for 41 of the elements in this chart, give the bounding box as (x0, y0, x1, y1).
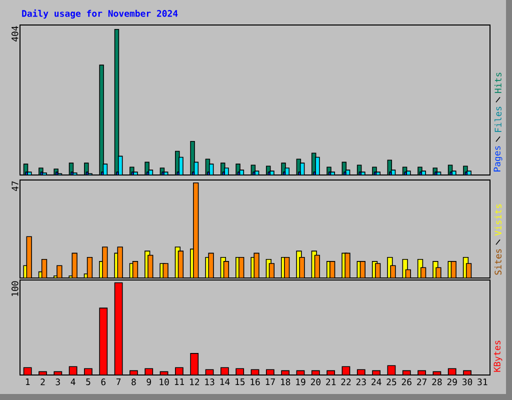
x-tick-label: 17 (266, 378, 275, 386)
text: 404 (12, 26, 18, 42)
x-tick-label: 9 (146, 378, 151, 386)
x-tick-label: 3 (56, 378, 60, 386)
x-tick-label: 6 (101, 378, 106, 386)
text: Pages (494, 146, 502, 172)
x-tick-label: 23 (356, 378, 366, 386)
x-tick-label: 27 (417, 378, 426, 386)
x-tick-label: 1 (26, 378, 30, 386)
text: 100 (12, 281, 18, 296)
text: KBytes (494, 340, 502, 372)
x-tick-label: 18 (281, 378, 290, 386)
x-tick-label: 22 (341, 378, 351, 386)
x-tick-label: 5 (86, 378, 90, 386)
x-tick-label: 30 (462, 378, 472, 386)
x-tick-label: 26 (402, 378, 412, 386)
x-tick-label: 12 (190, 378, 199, 386)
x-tick-label: 21 (326, 378, 336, 386)
x-tick-label: 20 (310, 378, 320, 386)
x-tick-label: 11 (174, 378, 184, 386)
text: Visits (494, 204, 502, 236)
x-tick-label: 14 (220, 378, 230, 386)
x-tick-label: 28 (432, 378, 442, 386)
x-tick-label: 4 (70, 378, 76, 386)
x-tick-label: 31 (478, 378, 488, 386)
x-tick-label: 24 (372, 378, 382, 386)
x-tick-label: 15 (236, 378, 245, 386)
x-tick-label: 29 (447, 378, 457, 386)
text: Sites (494, 249, 502, 275)
x-tick-label: 2 (40, 378, 45, 386)
x-tick-label: 10 (160, 378, 169, 386)
x-tick-label: 13 (205, 378, 214, 386)
x-tick-label: 19 (296, 378, 306, 386)
x-tick-label: 7 (116, 378, 121, 386)
x-tick-label: 25 (386, 378, 396, 386)
chart-title: Daily usage for November 2024 (22, 9, 178, 19)
x-tick-label: 8 (132, 378, 136, 386)
text: 47 (12, 181, 18, 192)
text: Files (494, 106, 502, 132)
x-tick-label: 16 (250, 378, 260, 386)
text: Hits (494, 72, 502, 93)
